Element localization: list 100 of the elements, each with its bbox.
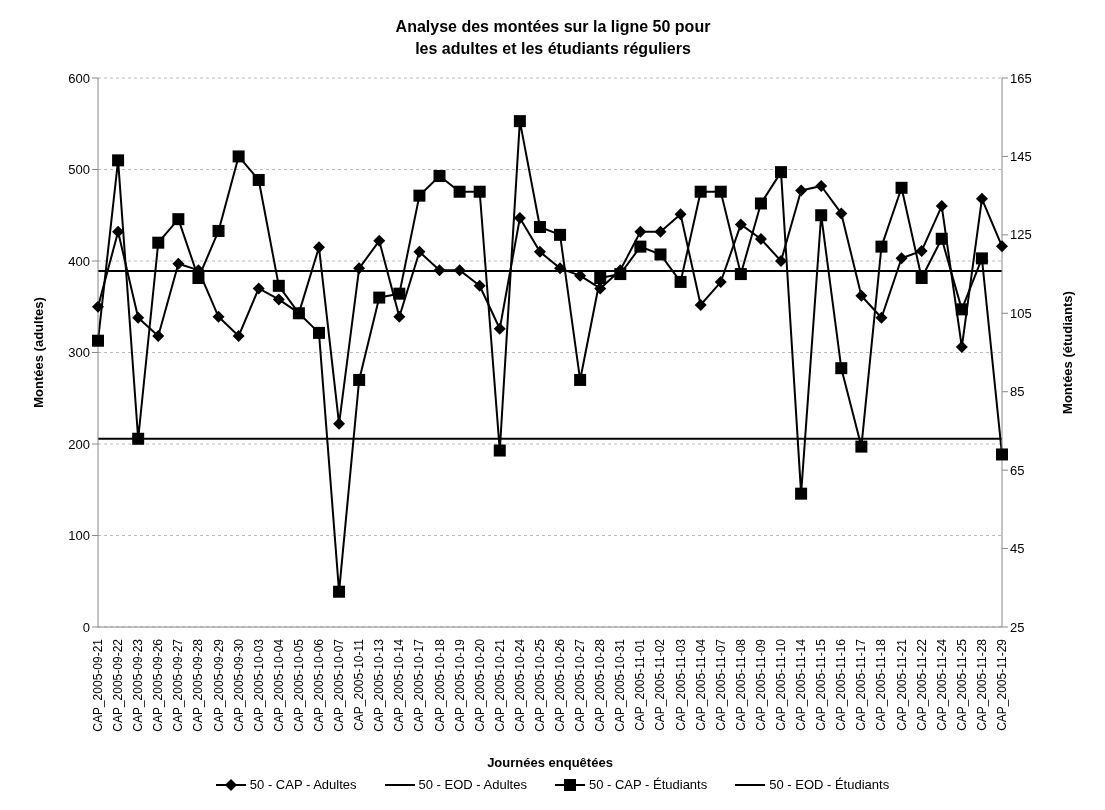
y2-tick-label: 165: [1010, 70, 1032, 86]
x-tick-label: CAP_2005-11-03: [673, 638, 688, 731]
chart-title: Analyse des montées sur la ligne 50 pour les adultes et les étudiants réguliers: [395, 18, 711, 57]
point: [312, 326, 325, 339]
point: [754, 197, 767, 210]
point: [393, 287, 406, 300]
point: [373, 234, 386, 247]
point: [815, 179, 828, 192]
point: [513, 115, 526, 128]
point: [835, 362, 848, 375]
legend-label: 50 - CAP - Étudiants: [588, 777, 708, 792]
x-tick-label: CAP_2005-11-17: [854, 638, 869, 731]
x-tick-label: CAP_2005-10-13: [372, 638, 387, 732]
point: [493, 322, 506, 335]
point: [915, 271, 928, 284]
x-tick-label: CAP_2005-10-18: [432, 638, 447, 732]
y-axis-title: Montées (adultes): [30, 297, 46, 408]
point: [634, 225, 647, 238]
x-tick-label: CAP_2005-11-29: [995, 638, 1009, 731]
point: [132, 311, 145, 324]
x-tick-label: CAP_2005-09-30: [231, 638, 246, 732]
x-tick-label: CAP_2005-11-01: [633, 638, 648, 731]
point: [292, 307, 305, 320]
x-tick-label: CAP_2005-11-04: [693, 638, 708, 731]
point: [654, 248, 667, 261]
point: [714, 185, 727, 198]
x-tick-label: CAP_2005-10-11: [352, 638, 367, 731]
y-tick-label: 600: [68, 70, 90, 86]
x-tick-label: CAP_2005-09-26: [151, 638, 166, 732]
y2-tick-label: 125: [1010, 227, 1032, 243]
x-tick-label: CAP_2005-10-06: [311, 638, 326, 732]
x-tick-label: CAP_2005-10-31: [613, 638, 628, 732]
x-tick-label: CAP_2005-09-23: [131, 638, 146, 732]
point: [935, 200, 948, 213]
point: [473, 279, 486, 292]
legend-label: 50 - CAP - Adultes: [249, 777, 357, 792]
x-tick-label: CAP_2005-10-28: [593, 638, 608, 732]
point: [272, 279, 285, 292]
point: [734, 218, 747, 231]
point: [815, 209, 828, 222]
y-tick-label: 300: [68, 345, 90, 361]
point: [272, 293, 285, 306]
point: [996, 240, 1008, 253]
point: [252, 173, 265, 186]
point: [353, 373, 366, 386]
point: [875, 240, 888, 253]
y-tick-label: 200: [68, 436, 90, 452]
point: [453, 185, 466, 198]
x-tick-label: CAP_2005-10-19: [452, 638, 467, 732]
point: [393, 310, 406, 323]
point: [875, 311, 888, 324]
x-tick-label: CAP_2005-11-09: [753, 638, 768, 731]
x-tick-label: CAP_2005-11-28: [974, 638, 989, 731]
point: [92, 300, 104, 313]
x-tick-label: CAP_2005-11-02: [653, 638, 668, 731]
point: [172, 213, 185, 226]
point: [835, 207, 848, 220]
y-tick-label: 0: [82, 619, 90, 635]
point: [775, 166, 788, 179]
point: [232, 150, 245, 163]
x-tick-label: CAP_2005-11-14: [794, 638, 809, 731]
y2-tick-label: 25: [1010, 619, 1025, 635]
point: [955, 341, 968, 354]
point: [975, 252, 988, 265]
legend-label: 50 - EOD - Étudiants: [769, 777, 890, 792]
point: [634, 240, 647, 253]
point: [493, 444, 506, 457]
point: [92, 334, 104, 347]
point: [754, 233, 767, 246]
point: [895, 252, 908, 265]
point: [915, 244, 928, 257]
point: [533, 221, 546, 234]
point: [192, 271, 205, 284]
y2-tick-label: 65: [1010, 462, 1025, 478]
x-tick-label: CAP_2005-11-21: [894, 638, 909, 731]
x-tick-label: CAP_2005-11-10: [774, 638, 789, 731]
point: [152, 236, 165, 249]
point: [212, 224, 225, 237]
x-tick-label: CAP_2005-10-27: [573, 638, 588, 732]
y2-tick-label: 45: [1010, 541, 1025, 557]
point: [533, 245, 546, 258]
point: [574, 373, 587, 386]
point: [132, 432, 145, 445]
point: [734, 268, 747, 281]
x-tick-label: CAP_2005-09-22: [111, 638, 126, 732]
x-tick-label: CAP_2005-11-08: [733, 638, 748, 731]
y-tick-label: 500: [68, 162, 90, 178]
legend-label: 50 - EOD - Adultes: [418, 777, 527, 792]
x-tick-label: CAP_2005-10-25: [532, 638, 547, 732]
point: [252, 282, 265, 295]
point: [955, 303, 968, 316]
x-tick-label: CAP_2005-10-14: [392, 638, 407, 732]
point: [172, 257, 185, 270]
point: [554, 228, 567, 241]
x-tick-label: CAP_2005-09-27: [171, 638, 186, 732]
point: [795, 487, 808, 500]
x-tick-label: CAP_2005-11-18: [874, 638, 889, 731]
point: [654, 225, 667, 238]
x-tick-label: CAP_2005-10-07: [332, 638, 347, 732]
x-tick-label: CAP_2005-11-16: [834, 638, 849, 731]
